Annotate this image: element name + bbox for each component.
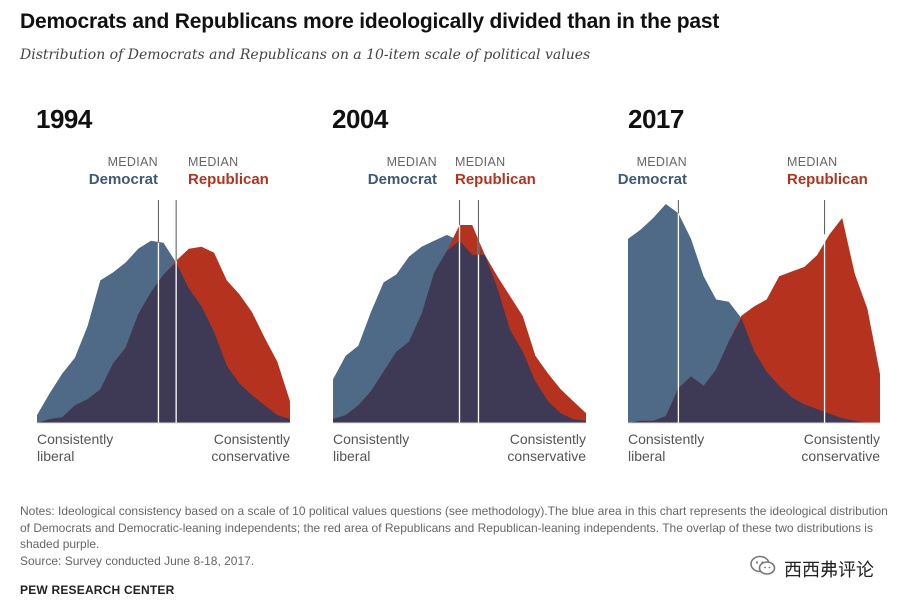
watermark: 西西弗评论: [750, 555, 874, 582]
axis-left-line2: liberal: [628, 448, 666, 465]
democrat-word: Democrat: [88, 170, 158, 188]
watermark-text: 西西弗评论: [784, 559, 874, 580]
median-republican-label-2004: MEDIAN Republican: [455, 155, 536, 189]
axis-left-label-1994: Consistently liberal: [37, 431, 113, 465]
axis-right-line2: conservative: [801, 448, 880, 465]
chart-title: Democrats and Republicans more ideologic…: [20, 10, 720, 33]
republican-area: [628, 218, 880, 423]
wechat-icon: [750, 555, 776, 582]
axis-left-line1: Consistently: [628, 431, 705, 447]
axis-left-line2: liberal: [37, 448, 75, 465]
chart-subtitle: Distribution of Democrats and Republican…: [20, 47, 591, 63]
median-word: MEDIAN: [107, 155, 158, 169]
median-word: MEDIAN: [386, 155, 437, 169]
notes-text: Notes: Ideological consistency based on …: [20, 504, 888, 552]
panel-title-2017: 2017: [628, 104, 684, 134]
distribution-chart-2017: [628, 200, 880, 424]
democrat-area: [628, 204, 880, 423]
source-text: Source: Survey conducted June 8-18, 2017…: [20, 553, 255, 568]
axis-left-line1: Consistently: [333, 431, 410, 447]
brand-label: PEW RESEARCH CENTER: [20, 583, 175, 597]
panel-title-1994: 1994: [36, 104, 92, 134]
axis-right-label-2017: Consistently conservative: [790, 431, 880, 465]
axis-right-line1: Consistently: [509, 431, 586, 447]
axis-right-line1: Consistently: [213, 431, 290, 447]
axis-right-label-2004: Consistently conservative: [496, 431, 586, 465]
median-republican-label-2017: MEDIAN Republican: [787, 155, 868, 189]
notes-block: Notes: Ideological consistency based on …: [20, 503, 895, 569]
axis-left-line2: liberal: [333, 448, 371, 465]
axis-right-line2: conservative: [211, 448, 290, 465]
median-word: MEDIAN: [188, 155, 239, 169]
median-republican-label-1994: MEDIAN Republican: [188, 155, 269, 189]
axis-right-line1: Consistently: [803, 431, 880, 447]
axis-left-line1: Consistently: [37, 431, 114, 447]
median-democrat-label-2004: MEDIAN Democrat: [364, 155, 437, 189]
distribution-chart-1994: [37, 200, 290, 424]
median-word: MEDIAN: [636, 155, 687, 169]
republican-word: Republican: [188, 170, 269, 188]
axis-right-label-1994: Consistently conservative: [200, 431, 290, 465]
axis-left-label-2004: Consistently liberal: [333, 431, 409, 465]
democrat-word: Democrat: [617, 170, 687, 188]
median-democrat-label-2017: MEDIAN Democrat: [613, 155, 687, 189]
distribution-chart-2004: [333, 200, 586, 424]
republican-word: Republican: [455, 170, 536, 188]
median-democrat-label-1994: MEDIAN Democrat: [88, 155, 158, 189]
median-word: MEDIAN: [455, 155, 506, 169]
overlap-area: [37, 262, 290, 423]
panel-title-2004: 2004: [332, 104, 388, 134]
median-word: MEDIAN: [787, 155, 838, 169]
republican-word: Republican: [787, 170, 868, 188]
democrat-word: Democrat: [367, 170, 437, 188]
axis-right-line2: conservative: [507, 448, 586, 465]
overlap-area: [628, 318, 880, 423]
axis-left-label-2017: Consistently liberal: [628, 431, 704, 465]
